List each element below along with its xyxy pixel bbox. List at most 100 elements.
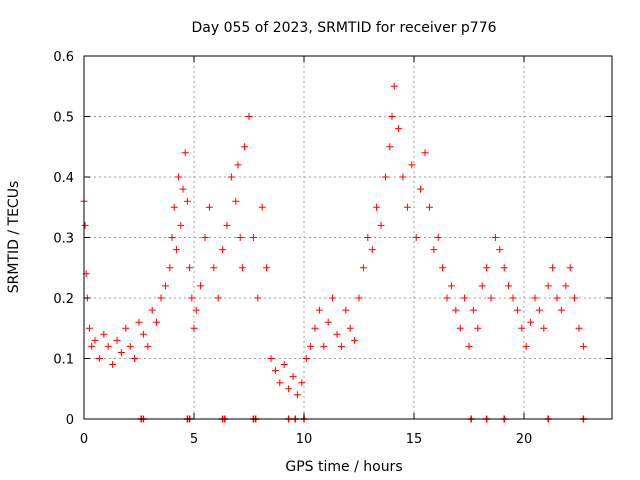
data-point bbox=[540, 324, 548, 332]
data-point bbox=[359, 264, 367, 272]
data-point bbox=[249, 234, 257, 241]
data-point bbox=[104, 342, 112, 350]
data-point bbox=[575, 324, 583, 332]
data-point bbox=[81, 221, 89, 229]
data-point bbox=[175, 173, 183, 181]
data-point bbox=[403, 203, 411, 211]
data-point bbox=[535, 306, 543, 314]
data-point bbox=[126, 342, 134, 350]
data-point bbox=[131, 355, 139, 362]
y-tick-label: 0.6 bbox=[53, 50, 74, 65]
data-point bbox=[461, 294, 469, 302]
data-point bbox=[197, 282, 205, 290]
data-point bbox=[177, 221, 185, 229]
x-tick-label: 20 bbox=[516, 432, 533, 447]
data-point bbox=[192, 306, 200, 314]
data-point bbox=[439, 264, 447, 272]
plot-frame bbox=[83, 55, 613, 420]
data-point bbox=[298, 379, 306, 387]
data-point bbox=[483, 264, 491, 272]
data-point bbox=[417, 185, 425, 193]
data-point bbox=[355, 294, 363, 302]
data-point bbox=[117, 348, 125, 356]
data-point bbox=[315, 306, 323, 314]
data-point bbox=[346, 324, 354, 332]
data-point bbox=[153, 318, 161, 326]
data-point bbox=[377, 221, 385, 229]
data-point bbox=[289, 373, 297, 381]
data-point bbox=[190, 324, 198, 332]
data-point bbox=[234, 161, 242, 169]
data-point bbox=[395, 125, 403, 133]
data-point bbox=[188, 294, 196, 302]
data-point bbox=[172, 246, 180, 254]
data-point bbox=[161, 282, 169, 290]
data-point bbox=[157, 294, 165, 302]
y-tick-label: 0 bbox=[66, 413, 74, 428]
data-point bbox=[232, 197, 240, 205]
data-point bbox=[412, 234, 420, 241]
data-point bbox=[562, 282, 570, 290]
data-point bbox=[425, 203, 433, 211]
data-point bbox=[368, 246, 376, 254]
data-point bbox=[527, 318, 535, 326]
data-point bbox=[386, 143, 394, 151]
data-point bbox=[329, 294, 337, 302]
data-point bbox=[553, 294, 561, 302]
data-point bbox=[186, 264, 194, 272]
data-point bbox=[320, 342, 328, 350]
data-point bbox=[86, 324, 93, 332]
data-point bbox=[311, 324, 319, 332]
data-point bbox=[469, 306, 477, 314]
data-point bbox=[245, 113, 253, 120]
data-point bbox=[210, 264, 218, 272]
data-point bbox=[342, 306, 350, 314]
data-point bbox=[500, 264, 508, 272]
data-points bbox=[80, 82, 587, 399]
data-point bbox=[544, 282, 552, 290]
data-point bbox=[109, 361, 117, 369]
data-point bbox=[571, 294, 579, 302]
x-tick-label: 15 bbox=[406, 432, 423, 447]
data-point bbox=[183, 197, 191, 205]
data-point bbox=[496, 246, 504, 254]
data-point bbox=[214, 294, 222, 302]
x-tick-label: 5 bbox=[190, 432, 198, 447]
grid bbox=[84, 56, 612, 419]
data-point bbox=[518, 324, 526, 332]
data-point bbox=[491, 234, 499, 241]
data-point bbox=[166, 264, 174, 272]
data-point bbox=[122, 324, 130, 332]
data-point bbox=[100, 330, 108, 338]
data-point bbox=[144, 342, 152, 350]
data-point bbox=[579, 342, 587, 350]
data-point bbox=[447, 282, 455, 290]
data-point bbox=[148, 306, 156, 314]
data-point bbox=[201, 234, 209, 241]
data-point bbox=[293, 391, 301, 399]
data-point bbox=[91, 336, 99, 344]
data-point bbox=[566, 264, 574, 272]
data-point bbox=[95, 355, 103, 362]
data-point bbox=[254, 294, 262, 302]
data-point bbox=[258, 203, 266, 211]
data-point bbox=[351, 336, 359, 344]
data-point bbox=[170, 203, 178, 211]
data-point bbox=[399, 173, 407, 181]
data-point bbox=[135, 318, 143, 326]
data-point bbox=[280, 361, 288, 369]
data-point bbox=[531, 294, 539, 302]
data-point bbox=[456, 324, 464, 332]
y-axis-ticks: 0 0.1 0.2 0.3 0.4 0.5 0.6 bbox=[53, 50, 612, 428]
y-tick-label: 0.4 bbox=[53, 171, 74, 186]
data-point bbox=[443, 294, 451, 302]
y-tick-label: 0.1 bbox=[53, 353, 74, 368]
y-axis-label: SRMTID / TECUs bbox=[6, 181, 22, 294]
data-point bbox=[487, 294, 495, 302]
data-point bbox=[227, 173, 235, 181]
data-point bbox=[522, 342, 530, 350]
data-point bbox=[390, 82, 398, 90]
data-point bbox=[557, 306, 565, 314]
data-point bbox=[139, 330, 147, 338]
